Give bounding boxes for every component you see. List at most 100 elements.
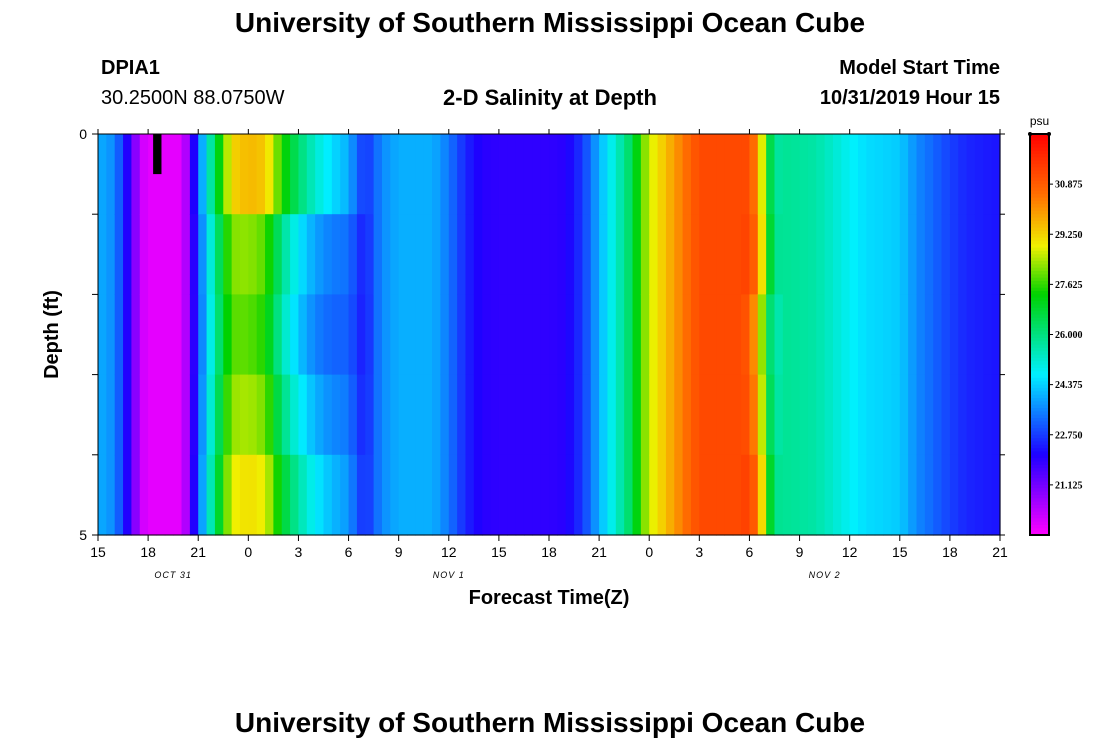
heatmap-cell [515,294,525,376]
heatmap-cell [766,214,776,295]
heatmap-cell [791,134,801,215]
heatmap-cell [615,134,625,215]
heatmap-cell [198,374,208,456]
heatmap-cell [824,454,834,536]
heatmap-cell [440,134,450,215]
colorbar-segment [1030,327,1049,332]
heatmap-cell [315,454,325,536]
colorbar-segment [1030,448,1049,453]
heatmap-cell [858,374,867,456]
colorbar-segment [1030,528,1049,533]
heatmap-cell [173,454,183,536]
colorbar-segment [1030,220,1049,225]
heatmap-cell [582,294,592,376]
heatmap-cell [908,294,918,376]
heatmap-cell [315,134,325,215]
heatmap-cell [323,454,333,536]
heatmap-cell [782,294,792,376]
heatmap-cell [741,454,751,536]
colorbar-segment [1030,484,1049,489]
heatmap-cell [682,374,692,456]
heatmap-cell [139,454,149,536]
heatmap-cell [398,454,408,536]
colorbar-segment [1030,434,1049,439]
heatmap-cell [574,134,584,215]
heatmap-cell [415,214,425,295]
heatmap-cell [356,214,366,295]
heatmap-cell [983,454,993,536]
heatmap-cell [482,214,492,295]
heatmap-cell [290,294,300,376]
heatmap-cell [173,294,183,376]
heatmap-cell [273,454,283,536]
heatmap-cell [298,374,308,456]
heatmap-cell [306,294,316,376]
heatmap-cell [958,134,968,215]
heatmap-cell [114,374,124,456]
colorbar-segment [1030,244,1049,249]
heatmap-cell [473,374,483,456]
heatmap-cell [574,454,584,536]
heatmap-cell [390,294,400,376]
heatmap-cell [757,294,767,376]
heatmap-cell [540,134,550,215]
heatmap-cell [448,134,458,215]
colorbar-segment [1030,387,1049,392]
heatmap-cell [490,454,500,536]
heatmap-cell [148,374,158,456]
heatmap-cell [348,374,358,456]
heatmap-cell [490,214,500,295]
x-axis-label: Forecast Time(Z) [469,587,630,609]
heatmap-cell [156,294,166,376]
heatmap-cell [774,374,784,456]
heatmap-cell [265,374,274,456]
colorbar-segment [1030,478,1049,483]
heatmap-cell [114,214,124,295]
heatmap-cell [991,134,1001,215]
heatmap-cell [966,374,976,456]
heatmap-cell [432,134,442,215]
colorbar-segment [1030,454,1049,459]
heatmap-cell [791,454,801,536]
heatmap-cell [156,374,166,456]
heatmap-cell [749,134,759,215]
heatmap-cell [782,454,792,536]
heatmap-cell [949,134,959,215]
colorbar-segment [1030,144,1049,148]
heatmap-cell [832,214,842,295]
heatmap-cell [440,294,450,376]
heatmap-cell [507,294,517,376]
heatmap-cell [899,374,909,456]
colorbar-segment [1030,200,1049,205]
heatmap-cell [98,454,107,536]
x-date-label: NOV 1 [433,570,465,580]
heatmap-cell [498,374,508,456]
heatmap-cell [782,214,792,295]
colorbar-segment [1030,164,1049,169]
heatmap-cell [824,294,834,376]
heatmap-cell [924,134,934,215]
heatmap-cell [624,214,634,295]
heatmap-cell [774,454,784,536]
heatmap-cell [707,134,717,215]
heatmap-cell [482,134,492,215]
heatmap-cell [248,374,258,456]
heatmap-cell [532,374,542,456]
heatmap-cell [390,214,400,295]
heatmap-cell [924,374,934,456]
heatmap-cell [106,294,116,376]
heatmap-cell [774,294,784,376]
heatmap-cell [565,374,575,456]
heatmap-cell [515,374,525,456]
heatmap-cell [799,374,809,456]
heatmap-cell [290,374,300,456]
colorbar-segment [1030,347,1049,352]
colorbar-segment [1030,424,1049,429]
heatmap-cell [657,214,667,295]
heatmap-cell [607,374,617,456]
heatmap-cell [699,374,709,456]
heatmap-cell [832,454,842,536]
heatmap-cell [849,134,859,215]
colorbar-segment [1030,468,1049,473]
